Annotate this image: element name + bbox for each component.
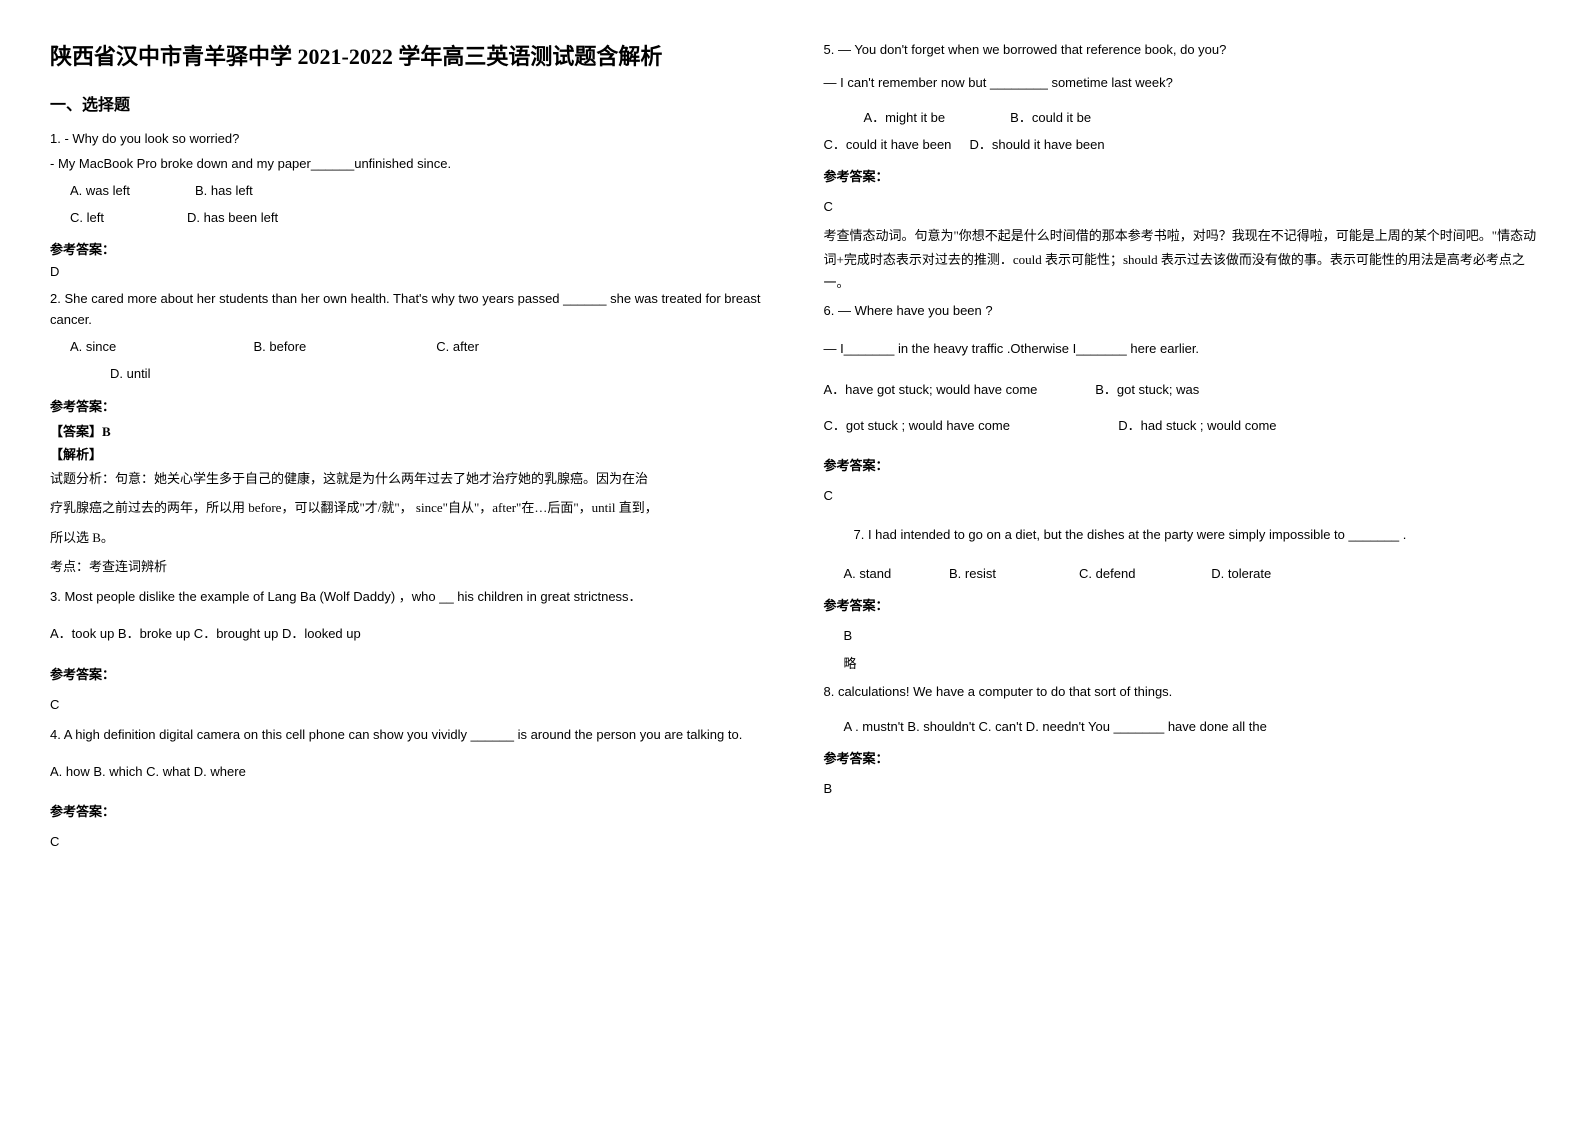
q7-optA: A. stand: [844, 566, 892, 581]
q1-answer: D: [50, 264, 764, 279]
q4-answer: C: [50, 834, 764, 849]
q2-expl2: 疗乳腺癌之前过去的两年，所以用 before，可以翻译成"才/就"， since…: [50, 496, 764, 519]
q1-answer-label: 参考答案：: [50, 239, 764, 258]
q8-answer-label: 参考答案：: [824, 748, 1538, 767]
q6-opts-row2: C．got stuck ; would have come D．had stuc…: [824, 414, 1538, 437]
q2-optD: D. until: [110, 362, 764, 385]
q5-optB: B．could it be: [1010, 110, 1091, 125]
q2-answer-label: 参考答案：: [50, 396, 764, 415]
q3-answer-label: 参考答案：: [50, 664, 764, 683]
q5-optC: C．could it have been: [824, 137, 952, 152]
q6-answer: C: [824, 488, 1538, 503]
q6-answer-label: 参考答案：: [824, 455, 1538, 474]
section-header: 一、选择题: [50, 91, 764, 115]
q3-answer: C: [50, 697, 764, 712]
q1-optC: C. left: [70, 210, 104, 225]
q6-stem1: 6. — Where have you been ?: [824, 301, 1538, 322]
q7-answer: B: [844, 628, 1538, 643]
q5-expl: 考查情态动词。句意为"你想不起是什么时间借的那本参考书啦，对吗？我现在不记得啦，…: [824, 224, 1538, 294]
q5-optA: A．might it be: [864, 110, 946, 125]
q6-stem2: — I_______ in the heavy traffic .Otherwi…: [824, 339, 1538, 360]
q1-stem1: 1. - Why do you look so worried?: [50, 129, 764, 150]
q7-stem: 7. I had intended to go on a diet, but t…: [854, 521, 1538, 550]
q5-stem1: 5. — You don't forget when we borrowed t…: [824, 40, 1538, 61]
q8-answer: B: [824, 781, 1538, 796]
q2-stem: 2. She cared more about her students tha…: [50, 289, 764, 331]
q7-opts: A. stand B. resist C. defend D. tolerate: [844, 562, 1538, 585]
q2-point: 考点：考查连词辨析: [50, 555, 764, 578]
q1-stem2: - My MacBook Pro broke down and my paper…: [50, 154, 764, 175]
q2-expl3: 所以选 B。: [50, 526, 764, 549]
q4-stem: 4. A high definition digital camera on t…: [50, 722, 764, 748]
q4-answer-label: 参考答案：: [50, 801, 764, 820]
q8-opts: A . mustn't B. shouldn't C. can't D. nee…: [844, 715, 1538, 738]
q2-expl-label: 【解析】: [50, 444, 764, 463]
q6-opts-row1: A．have got stuck; would have come B．got …: [824, 378, 1538, 401]
q2-answer-box: 【答案】B: [50, 421, 764, 440]
q5-opts-row1: A．might it be B．could it be: [864, 106, 1538, 129]
q1-optD: D. has been left: [187, 210, 278, 225]
q7-optD: D. tolerate: [1211, 566, 1271, 581]
right-column: 5. — You don't forget when we borrowed t…: [824, 40, 1538, 1082]
q7-optB: B. resist: [949, 566, 996, 581]
q8-stem: 8. calculations! We have a computer to d…: [824, 682, 1538, 703]
page-title: 陕西省汉中市青羊驿中学 2021-2022 学年高三英语测试题含解析: [50, 40, 764, 73]
q6-optA: A．have got stuck; would have come: [824, 382, 1038, 397]
q5-stem2: — I can't remember now but ________ some…: [824, 73, 1538, 94]
q1-options-row1: A. was left B. has left: [70, 179, 764, 202]
q2-optA: A. since: [70, 339, 116, 354]
q5-answer-label: 参考答案：: [824, 166, 1538, 185]
q2-expl1: 试题分析：句意：她关心学生多于自己的健康，这就是为什么两年过去了她才治疗她的乳腺…: [50, 467, 764, 490]
q5-optD: D．should it have been: [969, 137, 1104, 152]
q2-optC: C. after: [436, 339, 479, 354]
q2-options-row: A. since B. before C. after: [70, 335, 764, 358]
q6-optB: B．got stuck; was: [1095, 382, 1199, 397]
q1-optA: A. was left: [70, 183, 130, 198]
q1-options-row2: C. left D. has been left: [70, 206, 764, 229]
q6-optD: D．had stuck ; would come: [1118, 418, 1276, 433]
q5-opts-row2: C．could it have been D．should it have be…: [824, 133, 1538, 156]
q7-note: 略: [844, 653, 1538, 672]
q5-answer: C: [824, 199, 1538, 214]
q3-opts: A．took up B．broke up C．brought up D．look…: [50, 622, 764, 645]
q6-optC: C．got stuck ; would have come: [824, 418, 1010, 433]
q4-opts: A. how B. which C. what D. where: [50, 760, 764, 783]
left-column: 陕西省汉中市青羊驿中学 2021-2022 学年高三英语测试题含解析 一、选择题…: [50, 40, 764, 1082]
q7-optC: C. defend: [1079, 566, 1135, 581]
q3-stem: 3. Most people dislike the example of La…: [50, 584, 764, 610]
q1-optB: B. has left: [195, 183, 253, 198]
q7-answer-label: 参考答案：: [824, 595, 1538, 614]
q2-optB: B. before: [254, 339, 307, 354]
